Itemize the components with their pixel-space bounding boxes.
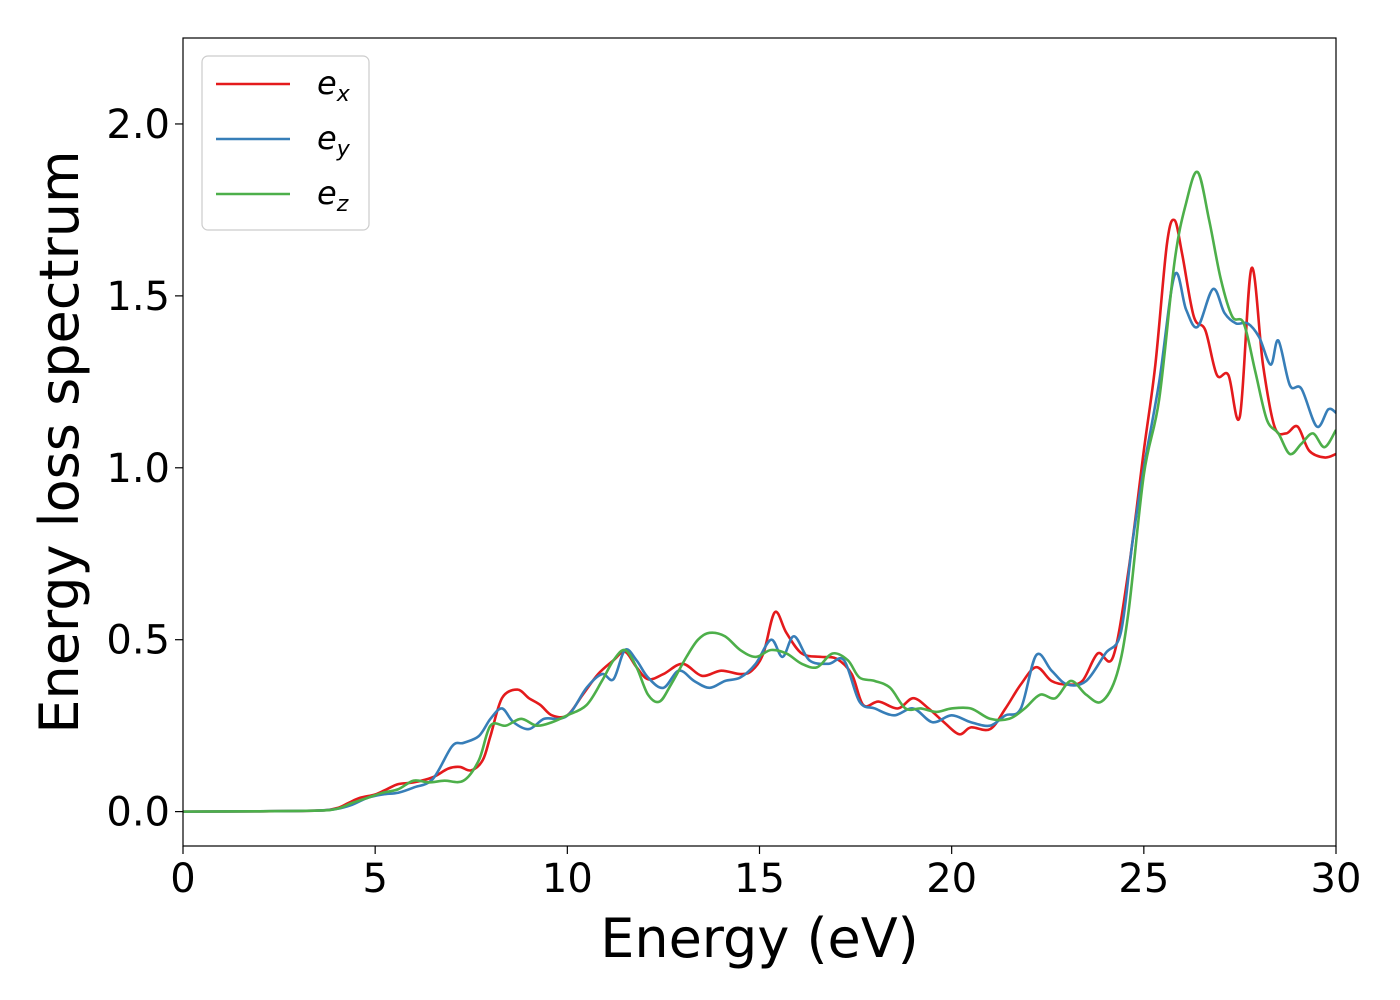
x-axis-label: Energy (eV) [600, 907, 919, 970]
legend-box [201, 55, 370, 231]
legend-label-x: ex [317, 64, 351, 107]
y-tick-label: 1.5 [106, 274, 170, 320]
y-tick-label: 1.0 [106, 446, 170, 492]
legend: ex ey ez [201, 55, 370, 231]
series-layer [183, 170, 1336, 813]
y-axis-label: Energy loss spectrum [28, 150, 91, 733]
x-tick-label: 20 [926, 856, 977, 902]
series-line-z [183, 170, 1336, 813]
legend-label-y: ey [317, 119, 351, 162]
x-tick-label: 30 [1311, 856, 1362, 902]
y-tick-label: 0.5 [106, 618, 170, 664]
y-axis: 0.0 0.5 1.0 1.5 2.0 [106, 102, 183, 836]
x-tick-label: 0 [170, 856, 195, 902]
legend-label-z: ez [317, 174, 349, 217]
x-tick-label: 10 [542, 856, 593, 902]
y-tick-label: 2.0 [106, 102, 170, 148]
series-line-y [183, 271, 1336, 813]
x-tick-label: 15 [734, 856, 785, 902]
y-tick-label: 0.0 [106, 790, 170, 836]
x-axis: 0 5 10 15 20 25 30 [170, 846, 1361, 902]
x-tick-label: 25 [1118, 856, 1169, 902]
x-tick-label: 5 [362, 856, 387, 902]
